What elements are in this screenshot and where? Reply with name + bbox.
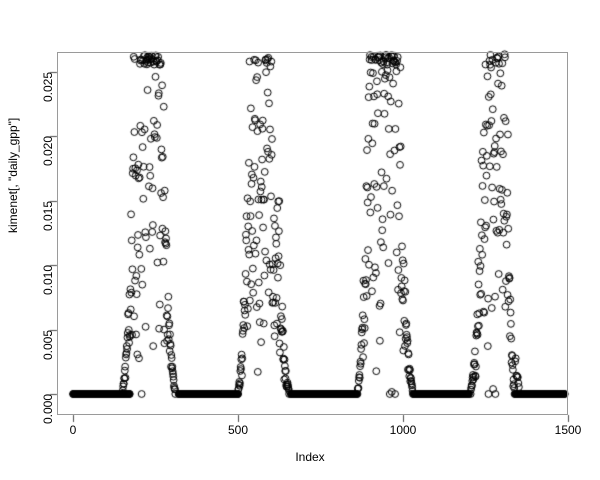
xtick-label-1500: 1500 — [554, 423, 582, 437]
xtick-label-0: 0 — [69, 423, 77, 437]
ytick-label-0.025: 0.025 — [41, 72, 55, 103]
ytick-label-0.000: 0.000 — [41, 394, 55, 425]
ytick-label-0.005: 0.005 — [41, 330, 55, 361]
y-axis-label: kimenet[, "daily_gpp"] — [6, 117, 20, 233]
xtick-label-1000: 1000 — [389, 423, 417, 437]
ytick-label-0.010: 0.010 — [41, 265, 55, 296]
plot-frame — [57, 52, 568, 415]
ytick-label-0.020: 0.020 — [41, 136, 55, 167]
ytick-label-0.015: 0.015 — [41, 201, 55, 232]
xtick-label-500: 500 — [227, 423, 249, 437]
x-axis-label: Index — [295, 450, 325, 464]
